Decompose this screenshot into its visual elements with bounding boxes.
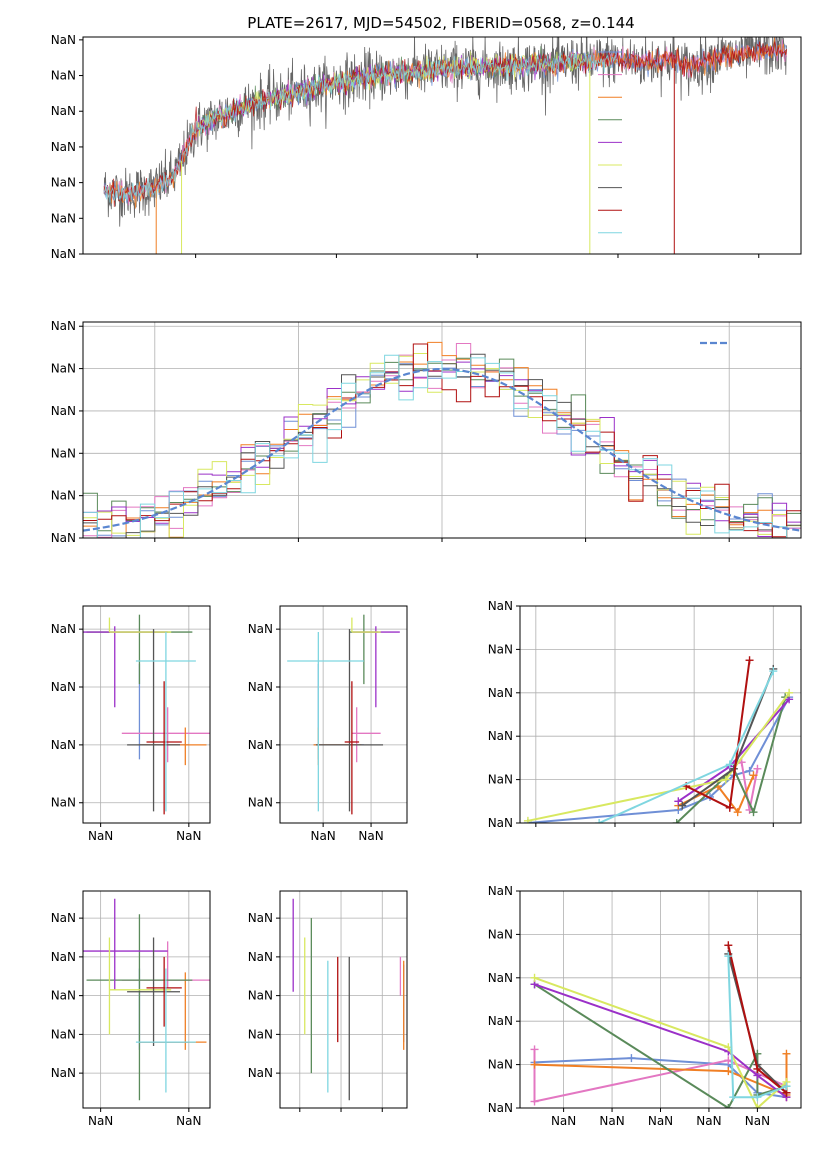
- weight-line: [527, 692, 790, 822]
- plot-area: [103, 37, 787, 254]
- x-tick-label: NaN: [696, 1114, 721, 1128]
- plot-area: [287, 614, 400, 815]
- y-tick-label: NaN: [248, 622, 273, 636]
- y-tick-label: NaN: [488, 642, 513, 656]
- plot-area: [83, 614, 210, 815]
- y-tick-label: NaN: [248, 1027, 273, 1041]
- y-tick-label: NaN: [488, 1014, 513, 1028]
- y-tick-label: NaN: [51, 446, 76, 460]
- y-tick-label: NaN: [51, 911, 76, 925]
- axes-frame: [279, 605, 408, 824]
- spectrum-line: [103, 41, 787, 207]
- y-tick-label: NaN: [51, 176, 76, 190]
- y-tick-label: NaN: [51, 622, 76, 636]
- y-tick-label: NaN: [248, 989, 273, 1003]
- axes-frame: [279, 890, 408, 1109]
- axes-frame: [519, 605, 802, 824]
- y-tick-label: NaN: [51, 319, 76, 333]
- y-tick-label: NaN: [248, 680, 273, 694]
- y-tick-label: NaN: [51, 211, 76, 225]
- x-tick-label: NaN: [358, 829, 383, 843]
- panel-age_vs_Z: NaN NaN NaN NaN NaN NaN: [51, 605, 211, 843]
- panel-age_vs_mass: NaN NaN NaN NaN NaN NaN: [248, 605, 408, 843]
- x-tick-label: NaN: [551, 1114, 576, 1128]
- y-tick-label: NaN: [488, 927, 513, 941]
- normal-curve: [83, 367, 801, 532]
- x-tick-label: NaN: [176, 1114, 201, 1128]
- y-tick-label: NaN: [51, 69, 76, 83]
- y-tick-label: NaN: [51, 950, 76, 964]
- y-tick-label: NaN: [248, 738, 273, 752]
- y-tick-label: NaN: [248, 950, 273, 964]
- y-tick-label: NaN: [488, 599, 513, 613]
- panel-residuals: NaN NaN NaN NaN NaN NaN: [51, 319, 802, 545]
- y-tick-label: NaN: [51, 1027, 76, 1041]
- y-tick-label: NaN: [51, 738, 76, 752]
- plot-area: [523, 656, 794, 823]
- spectrum-line: [103, 37, 787, 227]
- weight-line: [534, 983, 788, 1099]
- y-tick-label: NaN: [488, 729, 513, 743]
- y-tick-label: NaN: [248, 911, 273, 925]
- axes-frame: [82, 890, 211, 1109]
- y-tick-label: NaN: [488, 816, 513, 830]
- y-tick-label: NaN: [488, 1101, 513, 1115]
- x-tick-label: NaN: [648, 1114, 673, 1128]
- y-tick-label: NaN: [51, 489, 76, 503]
- x-tick-label: NaN: [176, 829, 201, 843]
- panel-weight_vs_Z: NaN NaN NaN NaN NaN NaN NaN NaN NaN NaN NaN: [488, 884, 802, 1128]
- y-tick-label: NaN: [51, 104, 76, 118]
- y-tick-label: NaN: [51, 33, 76, 47]
- x-tick-label: NaN: [745, 1114, 770, 1128]
- panel-mass_vs_EBV: NaN NaN NaN NaN NaN: [248, 890, 408, 1112]
- y-tick-label: NaN: [488, 773, 513, 787]
- y-tick-label: NaN: [248, 796, 273, 810]
- y-tick-label: NaN: [51, 247, 76, 261]
- plot-area: [530, 941, 791, 1108]
- y-tick-label: NaN: [488, 1058, 513, 1072]
- y-tick-label: NaN: [488, 884, 513, 898]
- x-tick-label: NaN: [88, 829, 113, 843]
- y-tick-label: NaN: [51, 362, 76, 376]
- plot-area: [83, 341, 801, 538]
- panel-spectrum: NaN NaN NaN NaN NaN NaN NaN: [51, 33, 802, 261]
- y-tick-label: NaN: [488, 686, 513, 700]
- y-tick-label: NaN: [51, 1066, 76, 1080]
- figure-title: PLATE=2617, MJD=54502, FIBERID=0568, z=0…: [247, 14, 634, 32]
- y-tick-label: NaN: [51, 796, 76, 810]
- plot-area: [83, 898, 210, 1101]
- x-tick-label: NaN: [310, 829, 335, 843]
- y-tick-label: NaN: [51, 680, 76, 694]
- weight-line: [727, 956, 787, 1099]
- spectrum-line: [103, 52, 619, 203]
- y-tick-label: NaN: [248, 1066, 273, 1080]
- y-tick-label: NaN: [488, 971, 513, 985]
- plot-area: [292, 898, 405, 1101]
- x-tick-label: NaN: [88, 1114, 113, 1128]
- y-tick-label: NaN: [51, 140, 76, 154]
- weight-line: [534, 976, 788, 1108]
- x-tick-label: NaN: [599, 1114, 624, 1128]
- y-tick-label: NaN: [51, 531, 76, 545]
- panel-weight_vs_age: NaN NaN NaN NaN NaN NaN: [488, 599, 802, 830]
- y-tick-label: NaN: [51, 989, 76, 1003]
- panel-mass_vs_Z: NaN NaN NaN NaN NaN NaN NaN: [51, 890, 211, 1128]
- y-tick-label: NaN: [51, 404, 76, 418]
- axes-frame: [82, 605, 211, 824]
- axes-frame: [82, 36, 802, 255]
